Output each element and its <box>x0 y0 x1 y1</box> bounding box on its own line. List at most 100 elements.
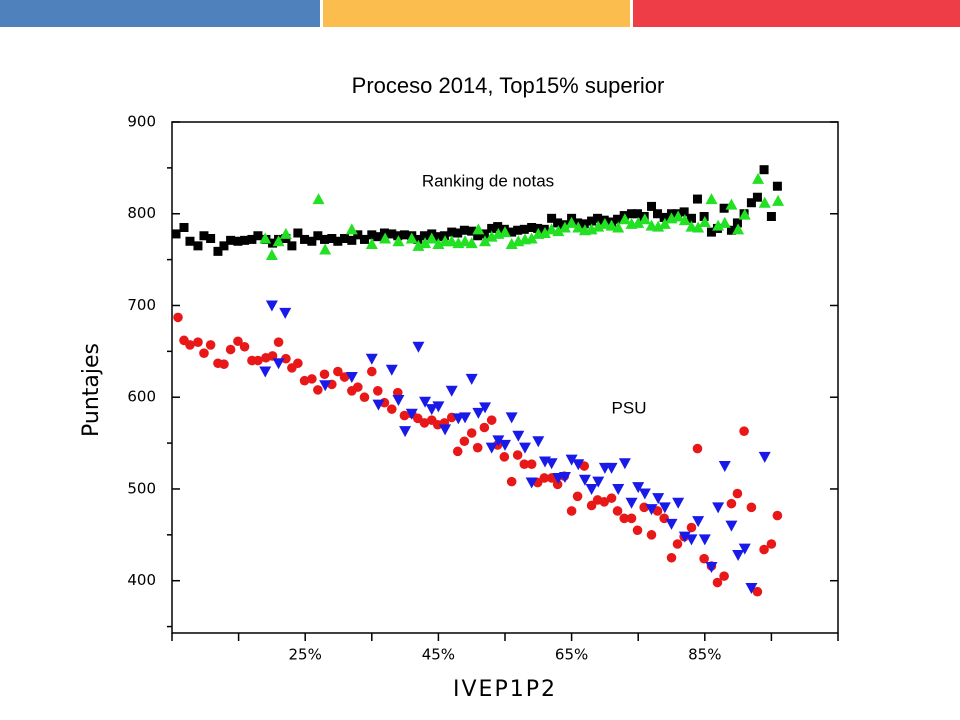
x-tick-label: 45% <box>422 646 455 664</box>
marker <box>672 210 685 222</box>
marker <box>585 483 598 495</box>
marker <box>652 220 665 232</box>
marker <box>658 217 671 229</box>
marker <box>247 234 257 244</box>
marker <box>268 238 278 248</box>
marker <box>259 232 272 244</box>
marker <box>672 539 683 549</box>
x-tick-label: 85% <box>688 646 721 664</box>
marker <box>479 402 492 414</box>
marker <box>493 222 503 232</box>
marker <box>379 228 389 238</box>
marker <box>766 211 776 221</box>
marker <box>445 385 458 397</box>
marker <box>367 366 377 377</box>
header-band-blue <box>0 0 320 27</box>
marker <box>632 525 643 536</box>
marker <box>692 443 703 454</box>
marker <box>659 212 669 222</box>
marker <box>312 193 325 205</box>
marker <box>725 198 738 210</box>
marker <box>419 231 429 241</box>
marker <box>486 415 497 425</box>
y-tick-label: 900 <box>127 113 156 131</box>
marker <box>372 399 385 411</box>
marker <box>579 219 589 229</box>
marker <box>525 232 538 244</box>
marker <box>547 213 557 223</box>
marker <box>205 340 216 350</box>
marker <box>746 198 756 208</box>
marker <box>432 238 445 250</box>
marker <box>413 234 423 244</box>
marker <box>392 235 405 247</box>
marker <box>652 493 665 505</box>
marker <box>300 234 310 244</box>
marker <box>419 396 432 408</box>
marker <box>698 534 711 546</box>
marker <box>399 426 412 438</box>
marker <box>652 506 663 516</box>
marker <box>479 422 490 433</box>
marker <box>706 227 716 237</box>
marker <box>759 544 769 555</box>
marker <box>485 230 498 242</box>
marker <box>379 232 392 244</box>
marker <box>513 225 523 235</box>
marker <box>225 344 236 355</box>
marker <box>533 223 543 233</box>
marker <box>439 424 452 436</box>
y-axis-label: Puntajes <box>79 343 104 437</box>
marker <box>732 223 745 235</box>
marker <box>405 408 418 420</box>
marker <box>625 497 638 509</box>
marker <box>592 220 605 232</box>
annotation: PSU <box>612 398 647 417</box>
marker <box>365 238 378 250</box>
marker <box>613 214 623 224</box>
marker <box>387 229 397 239</box>
marker <box>171 229 181 239</box>
marker <box>507 227 517 237</box>
marker <box>685 534 698 546</box>
marker <box>732 488 743 499</box>
marker <box>658 502 671 514</box>
marker <box>725 520 738 532</box>
marker <box>672 497 685 509</box>
marker <box>447 227 457 237</box>
marker <box>459 235 472 247</box>
marker <box>319 243 332 255</box>
marker <box>758 196 771 208</box>
marker <box>199 231 209 241</box>
marker <box>618 458 631 470</box>
marker <box>353 382 363 392</box>
y-tick-label: 500 <box>127 479 156 497</box>
marker <box>279 227 292 239</box>
marker <box>519 459 530 469</box>
marker <box>367 230 377 240</box>
marker <box>718 461 731 473</box>
marker <box>459 412 472 424</box>
marker <box>372 386 383 396</box>
marker <box>766 539 777 549</box>
marker <box>399 410 410 421</box>
marker <box>627 209 637 219</box>
marker <box>359 234 369 244</box>
marker <box>719 571 729 581</box>
marker <box>647 201 657 211</box>
y-tick-label: 600 <box>127 388 156 406</box>
marker <box>705 561 718 573</box>
marker <box>692 221 705 233</box>
y-tick-label: 400 <box>127 571 156 589</box>
marker <box>758 451 771 463</box>
marker <box>552 225 565 237</box>
marker <box>739 426 749 436</box>
marker <box>199 348 209 358</box>
marker <box>712 577 723 588</box>
marker <box>692 194 702 204</box>
marker <box>433 232 443 242</box>
marker <box>579 461 590 471</box>
marker <box>572 221 585 233</box>
marker <box>578 474 591 486</box>
